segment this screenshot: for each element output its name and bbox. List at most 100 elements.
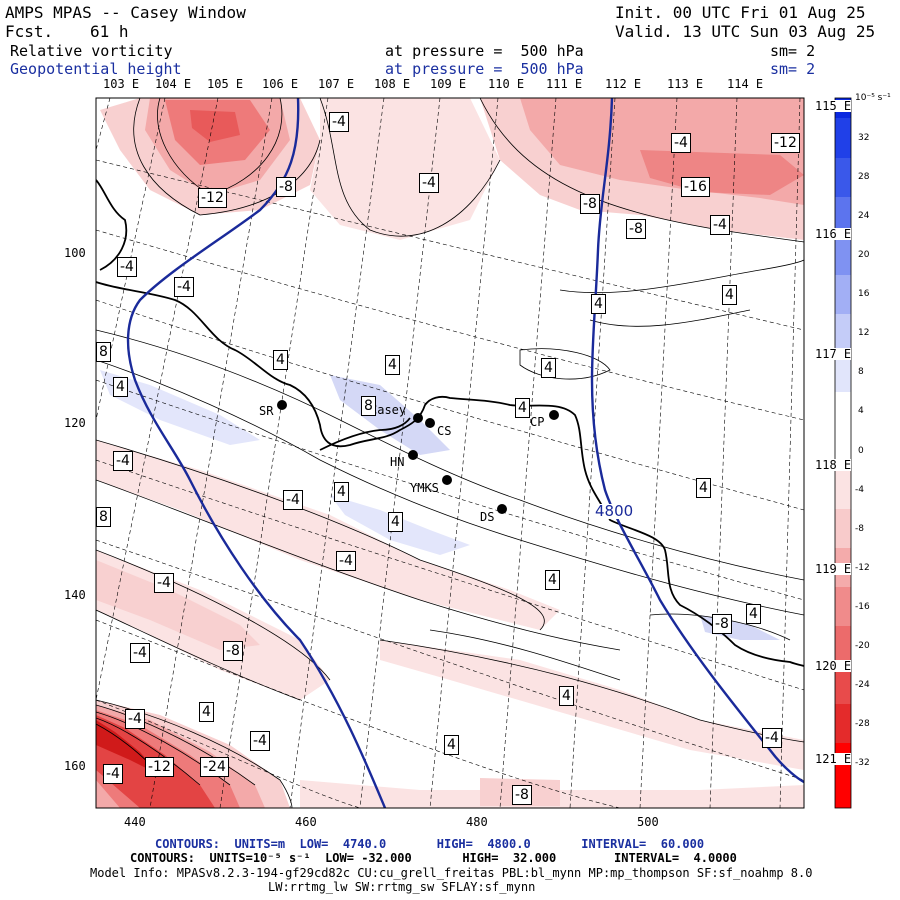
coastline — [96, 179, 804, 667]
colorbar-tick-label: 4 — [858, 406, 864, 416]
colorbar-swatch — [835, 158, 851, 197]
lon-label-top: 104 E — [155, 77, 192, 91]
contour-label: 4 — [444, 735, 459, 755]
station-label: SR — [259, 404, 274, 418]
contour-label: -8 — [223, 641, 243, 661]
vorticity-shading — [96, 98, 804, 808]
station-marker — [442, 475, 452, 485]
colorbar-unit: 10⁻⁵ s⁻¹ — [855, 93, 891, 103]
latitude-line — [96, 299, 804, 511]
station-label: YMKS — [410, 481, 439, 495]
x-axis-tick: 460 — [295, 815, 317, 829]
field1-smoothing: sm= 2 — [770, 42, 816, 60]
footer-height-contours: CONTOURS: UNITS=m LOW= 4740.0 HIGH= 4800… — [155, 837, 705, 851]
colorbar-tick-label: -24 — [855, 680, 870, 690]
contour-label: -8 — [276, 177, 296, 197]
station-marker — [277, 400, 287, 410]
field1-name: Relative vorticity — [10, 42, 173, 60]
contour-label: -8 — [580, 194, 600, 214]
contour-label: 4 — [515, 398, 530, 418]
negative-vorticity-area — [96, 560, 260, 650]
height-contour — [590, 98, 804, 784]
x-axis-tick: 480 — [466, 815, 488, 829]
positive-vorticity-area — [330, 375, 450, 455]
contour-label: -4 — [762, 728, 782, 748]
x-axis-tick: 500 — [637, 815, 659, 829]
colorbar-swatch — [835, 314, 851, 353]
contour-label: 4 — [541, 358, 556, 378]
contour-label: -12 — [198, 188, 227, 208]
station-label: DS — [480, 510, 495, 524]
contour-label: 8 — [96, 507, 111, 527]
vorticity-contour — [96, 359, 804, 616]
negative-vorticity-area — [96, 440, 560, 630]
contour-label: -4 — [125, 709, 145, 729]
valid-time: Valid. 13 UTC Sun 03 Aug 25 — [615, 22, 876, 41]
coastline-path — [319, 417, 411, 451]
lon-label-right: 118 E — [815, 458, 852, 472]
contour-label: 4 — [559, 686, 574, 706]
colorbar-swatch — [835, 275, 851, 314]
lon-label-right: 120 E — [815, 659, 852, 673]
colorbar-swatch — [835, 118, 851, 158]
contour-label: -4 — [250, 731, 270, 751]
plot-frame — [95, 97, 805, 809]
height-contour — [126, 98, 387, 808]
y-axis-tick: 120 — [64, 416, 86, 430]
contour-label: 4 — [696, 478, 711, 498]
colorbar-tick-label: -8 — [855, 524, 864, 534]
station-marker — [549, 410, 559, 420]
contour-label: -4 — [710, 215, 730, 235]
latitude-line — [96, 459, 804, 691]
contour-label: -4 — [130, 643, 150, 663]
longitude-line — [219, 98, 329, 808]
contour-label: 4 — [746, 604, 761, 624]
station-markers — [277, 400, 559, 514]
forecast-hour: 61 h — [90, 22, 129, 41]
lon-label-top: 107 E — [318, 77, 355, 91]
colorbar-tick-label: 24 — [858, 211, 870, 221]
vorticity-contour — [559, 259, 804, 294]
lon-label-top: 111 E — [546, 77, 583, 91]
contour-label: -8 — [512, 785, 532, 805]
longitude-line — [96, 98, 111, 151]
colorbar-tick-label: -28 — [855, 719, 870, 729]
contour-label: -4 — [419, 173, 439, 193]
contour-label: 8 — [96, 342, 111, 362]
vorticity-contour — [429, 629, 621, 681]
vorticity-contour — [133, 98, 321, 216]
longitude-line — [289, 98, 385, 808]
y-axis-tick: 160 — [64, 759, 86, 773]
contour-label: -16 — [681, 177, 710, 197]
station-marker — [497, 504, 507, 514]
latitude-line — [96, 379, 804, 601]
contour-label: 4 — [388, 512, 403, 532]
vorticity-contour — [96, 479, 621, 651]
colorbar-tick-label: -4 — [855, 485, 864, 495]
colorbar-swatch — [835, 665, 851, 704]
contour-label: -4 — [154, 573, 174, 593]
lon-label-right: 117 E — [815, 347, 852, 361]
vorticity-contour — [479, 98, 804, 243]
colorbar-tick-label: -12 — [855, 563, 870, 573]
contour-label: -24 — [200, 757, 229, 777]
y-axis-tick: 140 — [64, 588, 86, 602]
longitude-line — [96, 98, 219, 701]
station-label: Casey — [370, 403, 407, 417]
colorbar-swatch — [835, 509, 851, 548]
vorticity-contour — [589, 309, 751, 327]
colorbar-swatch — [835, 626, 851, 665]
lon-label-top: 113 E — [667, 77, 704, 91]
station-marker — [413, 413, 423, 423]
lon-label-top: 112 E — [605, 77, 642, 91]
field2-level: at pressure = 500 hPa — [385, 60, 584, 78]
contour-label: 4 — [199, 702, 214, 722]
colorbar — [834, 97, 852, 809]
colorbar-swatch — [835, 236, 851, 275]
station-label: CS — [437, 424, 452, 438]
contour-label: -4 — [103, 764, 123, 784]
positive-vorticity-area — [100, 370, 260, 445]
colorbar-tick-label: -32 — [855, 758, 870, 768]
model-title: AMPS MPAS -- Casey Window — [5, 3, 246, 22]
